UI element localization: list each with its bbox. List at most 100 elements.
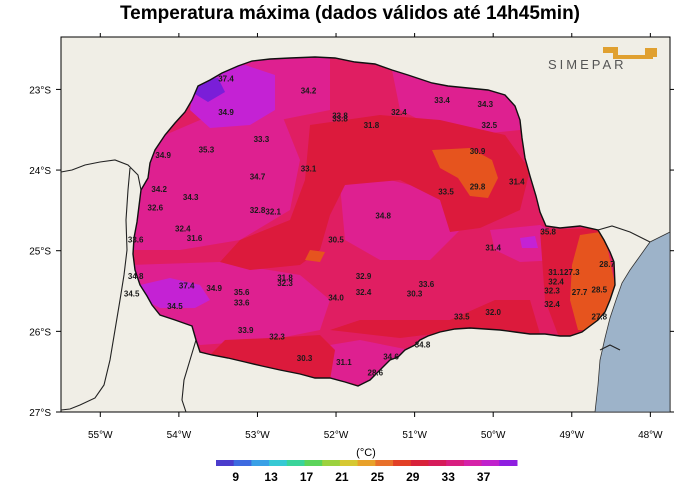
colorbar-tick-label: 21: [335, 470, 349, 484]
state-outline: [132, 56, 616, 387]
station-value-label: 34.5: [167, 302, 183, 311]
station-value-label: 37.4: [179, 282, 195, 291]
station-value-label: 27.7: [572, 288, 588, 297]
lon-tick-label: 54°W: [167, 430, 192, 441]
station-value-label: 33.6: [234, 299, 250, 308]
station-value-label: 32.0: [485, 308, 501, 317]
station-value-label: 32.1: [265, 207, 281, 216]
colorbar-tick-label: 17: [300, 470, 314, 484]
station-value-label: 32.9: [356, 272, 372, 281]
border-line: [61, 167, 131, 411]
station-value-label: 32.4: [356, 288, 372, 297]
station-value-label: 34.9: [206, 284, 222, 293]
station-value-label: 32.4: [391, 108, 407, 117]
colorbar-tick-label: 29: [406, 470, 420, 484]
border-line: [61, 159, 142, 191]
station-value-label: 30.5: [328, 236, 344, 245]
lat-tick-label: 25°S: [29, 247, 51, 258]
colorbar-swatch: [499, 460, 518, 466]
station-value-label: 32.6: [148, 203, 164, 212]
colorbar-swatch: [375, 460, 394, 466]
station-value-label: 34.5: [124, 290, 140, 299]
lat-tick-label: 23°S: [29, 85, 51, 96]
station-value-label: 31.6: [187, 234, 203, 243]
station-value-label: 31.1: [336, 358, 352, 367]
station-value-label: 32.3: [269, 332, 285, 341]
border-line: [599, 344, 621, 351]
ocean: [594, 231, 670, 412]
border-line: [181, 339, 197, 412]
station-value-label: 33.8: [332, 115, 348, 124]
station-value-label: 34.2: [151, 185, 167, 194]
station-value-label: 32.8: [250, 206, 266, 215]
colorbar-unit: (°C): [356, 447, 376, 459]
station-value-label: 32.4: [548, 278, 564, 287]
lon-tick-label: 48°W: [638, 430, 663, 441]
station-value-label: 35.6: [234, 288, 250, 297]
colorbar-swatch: [481, 460, 500, 466]
station-value-label: 33.5: [438, 187, 454, 196]
station-value-label: 32.4: [175, 224, 191, 233]
colorbar-tick-label: 37: [477, 470, 491, 484]
lon-tick-label: 55°W: [88, 430, 113, 441]
station-value-label: 31.4: [485, 244, 501, 253]
station-value-label: 33.9: [238, 326, 254, 335]
colorbar-tick-label: 13: [264, 470, 278, 484]
lat-tick-label: 26°S: [29, 327, 51, 338]
lon-tick-label: 51°W: [402, 430, 427, 441]
station-value-label: 33.4: [434, 96, 450, 105]
colorbar-swatch: [251, 460, 270, 466]
lon-tick-label: 52°W: [324, 430, 349, 441]
station-value-label: 34.9: [218, 108, 234, 117]
colorbar-swatch: [322, 460, 341, 466]
colorbar-swatch: [446, 460, 465, 466]
station-value-label: 33.1: [301, 165, 317, 174]
station-value-label: 34.8: [128, 272, 144, 281]
colorbar-tick-label: 33: [442, 470, 456, 484]
station-value-label: 28.5: [592, 286, 608, 295]
border-line: [597, 225, 651, 243]
simepar-logo: SIMEPAR: [548, 47, 657, 72]
station-value-label: 34.0: [328, 294, 344, 303]
station-value-label: 34.3: [478, 100, 494, 109]
colorbar-swatch: [428, 460, 447, 466]
lat-tick-label: 27°S: [29, 408, 51, 419]
station-value-label: 35.8: [540, 228, 556, 237]
station-value-label: 32.5: [482, 121, 498, 130]
station-value-label: 31.4: [509, 178, 525, 187]
colorbar-swatch: [286, 460, 305, 466]
station-value-label: 34.8: [375, 212, 391, 221]
lat-tick-label: 24°S: [29, 166, 51, 177]
colorbar-swatch: [233, 460, 252, 466]
station-value-label: 35.3: [199, 145, 215, 154]
station-value-label: 33.6: [419, 280, 435, 289]
station-value-label: 31.8: [364, 121, 380, 130]
colorbar-swatch: [393, 460, 412, 466]
station-value-label: 30.3: [407, 290, 423, 299]
station-value-label: 33.6: [128, 236, 144, 245]
colorbar-tick-label: 9: [232, 470, 239, 484]
station-value-label: 31.8: [277, 274, 293, 283]
colorbar-swatch: [410, 460, 429, 466]
station-value-label: 32.3: [544, 287, 560, 296]
temperature-field: [133, 57, 615, 386]
colorbar-swatch: [304, 460, 323, 466]
station-value-label: 31.1: [548, 268, 564, 277]
station-value-label: 30.3: [297, 354, 313, 363]
station-value-label: 34.6: [383, 353, 399, 362]
station-value-label: 33.3: [254, 135, 270, 144]
station-value-label: 34.9: [155, 151, 171, 160]
colorbar-swatch: [463, 460, 483, 466]
station-value-label: 33.8: [332, 112, 348, 121]
colorbar-swatch: [216, 460, 235, 466]
station-value-label: 30.9: [470, 147, 486, 156]
lon-tick-label: 53°W: [245, 430, 270, 441]
station-value-label: 28.7: [599, 260, 615, 269]
station-labels: 37.434.234.933.833.8 32.433.4 34.332.531.8…: [124, 74, 616, 377]
station-value-label: 34.7: [250, 173, 266, 182]
colorbar-swatch: [269, 460, 288, 466]
colorbar-swatch: [357, 460, 376, 466]
logo-text: SIMEPAR: [548, 57, 627, 72]
station-value-label: 29.8: [470, 182, 486, 191]
lon-tick-label: 49°W: [559, 430, 584, 441]
